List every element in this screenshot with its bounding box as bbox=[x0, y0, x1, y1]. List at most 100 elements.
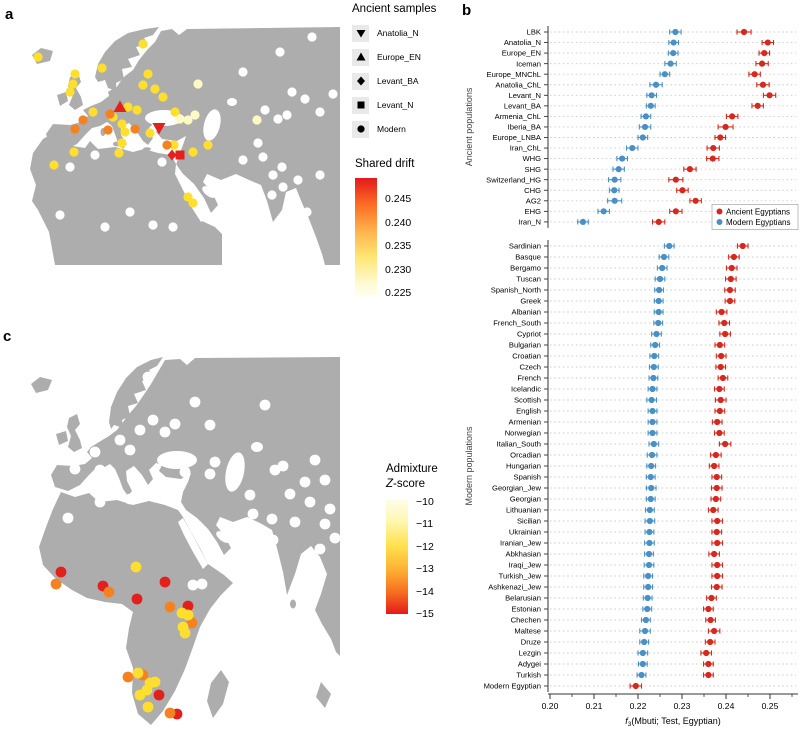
map-sample-dot bbox=[314, 543, 326, 555]
map-sample-dot bbox=[196, 578, 208, 590]
data-point bbox=[600, 208, 607, 215]
ancient-samples-legend: Ancient samples Anatolia_N Europe_EN Levan… bbox=[352, 3, 464, 141]
data-point bbox=[652, 81, 660, 88]
data-point bbox=[672, 208, 679, 215]
map-sample-dot bbox=[187, 579, 199, 591]
map-sample-dot bbox=[238, 67, 248, 77]
map-sample-dot bbox=[329, 532, 341, 544]
admixture-tick-label: −12 bbox=[416, 540, 434, 553]
row-label: Cypriot bbox=[517, 330, 542, 339]
data-point bbox=[645, 561, 653, 569]
row-label: Orcadian bbox=[510, 451, 541, 460]
legend-entry-Levant_N: Levant_N bbox=[352, 93, 464, 117]
data-point bbox=[722, 440, 729, 448]
legend-entry-label: Levant_N bbox=[377, 100, 414, 110]
map-sample-dot bbox=[142, 701, 154, 713]
data-point bbox=[648, 92, 655, 99]
data-point bbox=[650, 363, 657, 371]
data-point bbox=[655, 319, 662, 327]
map-sample-dot bbox=[49, 160, 59, 170]
map-sample-dot bbox=[247, 508, 259, 520]
map-sample-dot bbox=[88, 107, 98, 117]
row-label: Switzerland_HG bbox=[486, 175, 541, 184]
row-label: Bergamo bbox=[510, 264, 541, 273]
map-sample-dot bbox=[65, 87, 75, 97]
data-point bbox=[655, 308, 662, 316]
map-sample-dot bbox=[268, 170, 278, 180]
data-point bbox=[719, 374, 727, 382]
data-point bbox=[686, 166, 694, 173]
row-label: Levant_N bbox=[508, 91, 541, 100]
row-label: Croatian bbox=[512, 352, 541, 361]
row-label: Lezgin bbox=[519, 649, 541, 658]
data-point bbox=[639, 649, 646, 657]
row-label: Czech bbox=[519, 363, 541, 372]
map-sample-dot bbox=[131, 593, 143, 605]
data-point bbox=[739, 242, 746, 250]
map-sample-dot bbox=[153, 689, 165, 701]
data-point bbox=[705, 671, 712, 679]
data-point bbox=[710, 506, 717, 514]
data-point bbox=[670, 39, 677, 46]
row-label: Iceman bbox=[516, 59, 541, 68]
shared-drift-colorbar: Shared drift 0.245 0.240 0.235 0.230 0.225 bbox=[355, 158, 414, 299]
data-point bbox=[722, 123, 729, 131]
data-point bbox=[709, 155, 716, 162]
map-sample-dot bbox=[204, 468, 216, 480]
map-sample-dot bbox=[69, 147, 79, 157]
row-label: Lithuanian bbox=[506, 506, 541, 515]
map-sample-dot bbox=[319, 474, 331, 486]
data-point bbox=[728, 264, 735, 272]
row-label: Albanian bbox=[511, 308, 541, 317]
map-sample-dot bbox=[97, 63, 107, 73]
map-sample-dot bbox=[253, 138, 263, 148]
admixture-tick-label: −11 bbox=[416, 518, 434, 531]
data-point bbox=[716, 407, 723, 415]
map-sample-dot bbox=[138, 39, 148, 49]
row-label: Spanish bbox=[514, 473, 541, 482]
data-point bbox=[579, 218, 587, 225]
data-point bbox=[717, 396, 724, 404]
row-label: French bbox=[517, 374, 541, 383]
data-point bbox=[660, 253, 668, 261]
ancient-sample-marker-triangle-up bbox=[113, 100, 127, 112]
row-label: Modern Egyptian bbox=[484, 682, 541, 691]
map-sample-dot bbox=[157, 157, 167, 167]
admixture-tick-label: −13 bbox=[416, 563, 434, 576]
row-label: Armenia_ChL bbox=[495, 112, 541, 121]
map-sample-dot bbox=[70, 69, 80, 79]
legend-entry-Europe_EN: Europe_EN bbox=[352, 45, 464, 69]
row-label: Turkish bbox=[516, 671, 541, 680]
data-point bbox=[727, 275, 734, 283]
data-point bbox=[708, 594, 715, 602]
data-point bbox=[707, 616, 714, 624]
map-sample-dot bbox=[277, 460, 289, 472]
data-point bbox=[648, 462, 655, 470]
data-point bbox=[661, 71, 668, 78]
diamond-icon bbox=[352, 72, 369, 90]
panel-label-b: b bbox=[462, 2, 472, 19]
data-point bbox=[656, 286, 663, 294]
data-point bbox=[655, 297, 662, 305]
data-point bbox=[714, 561, 721, 569]
map-c-seas bbox=[157, 442, 263, 569]
map-sample-dot bbox=[123, 102, 133, 112]
data-point bbox=[712, 495, 719, 503]
data-point bbox=[692, 197, 699, 204]
data-point bbox=[714, 572, 721, 580]
map-sample-dot bbox=[134, 424, 146, 436]
map-sample-dot bbox=[149, 676, 161, 688]
shared-drift-tick-label: 0.225 bbox=[385, 287, 412, 299]
map-sample-dot bbox=[204, 419, 216, 431]
panel-label-c: c bbox=[3, 328, 12, 345]
data-point bbox=[653, 330, 660, 338]
plot-legend: Ancient Egyptians Modern Egyptians bbox=[711, 204, 799, 230]
row-label: French_South bbox=[493, 319, 541, 328]
row-label: Greek bbox=[520, 297, 541, 306]
square-icon bbox=[352, 96, 369, 114]
map-sample-dot bbox=[258, 152, 268, 162]
map-sample-dot bbox=[147, 414, 159, 426]
data-point bbox=[646, 506, 653, 514]
